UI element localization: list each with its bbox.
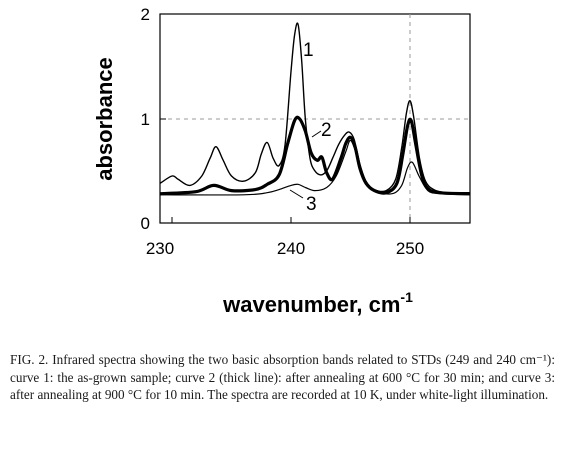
x-tick-label-240: 240 bbox=[277, 239, 305, 258]
x-tick-label-230: 230 bbox=[146, 239, 174, 258]
curve-label-2: 2 bbox=[321, 120, 332, 141]
curve-label-1: 1 bbox=[303, 40, 314, 61]
y-tick-label-2: 2 bbox=[141, 5, 150, 24]
y-tick-label-0: 0 bbox=[141, 214, 150, 233]
curve-2-leader bbox=[311, 130, 322, 138]
y-axis-title: absorbance bbox=[92, 57, 117, 181]
series-line-curve-2 bbox=[160, 115, 470, 196]
series-line-curve-3 bbox=[160, 139, 470, 196]
x-axis-title: wavenumber, cm-1 bbox=[222, 289, 413, 317]
spectra-chart: 0 1 2 230 240 250 absorbance wavenumber,… bbox=[92, 5, 471, 317]
curve-label-3: 3 bbox=[306, 194, 317, 215]
curve-3-leader bbox=[289, 189, 304, 199]
x-tick-label-250: 250 bbox=[396, 239, 424, 258]
curves-group bbox=[159, 22, 470, 196]
y-tick-label-1: 1 bbox=[141, 110, 150, 129]
figure-caption: FIG. 2. Infrared spectra showing the two… bbox=[10, 352, 555, 402]
x-axis-title-text: wavenumber, cm bbox=[222, 292, 400, 317]
x-axis-title-superscript: -1 bbox=[400, 289, 413, 305]
series-line-curve-1 bbox=[159, 22, 470, 194]
